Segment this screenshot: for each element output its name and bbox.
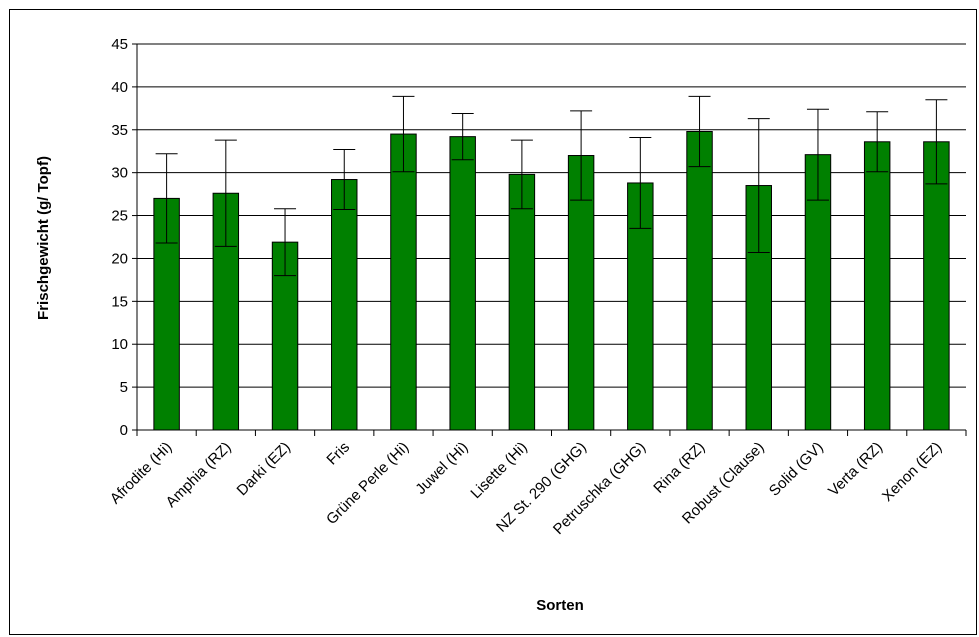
y-tick-label: 15 [111,293,128,310]
x-tick-label: Lisette (Hi) [467,439,530,502]
x-tick-label: Xenon (EZ) [879,439,945,505]
bar [390,133,417,431]
y-tick-label: 5 [120,379,128,396]
bars [153,130,950,431]
x-axis-title: Sorten [536,597,584,614]
bar [923,141,950,431]
y-tick-label: 30 [111,165,128,182]
y-tick-label: 45 [111,36,128,53]
bar [508,173,536,431]
x-tick-label: Darki (EZ) [234,439,294,499]
axes [136,44,966,431]
x-tick-labels: Afrodite (Hi)Amphia (RZ)Darki (EZ) FrisGr… [107,439,945,538]
error-bars [155,95,948,277]
bar [449,136,476,431]
y-tick-label: 0 [120,422,128,439]
y-tick-label: 25 [111,208,128,225]
y-tick-label: 10 [111,336,128,353]
gridlines [132,43,967,436]
bar [567,155,595,431]
y-axis-title: Frischgewicht (g/ Topf) [35,156,52,320]
y-tick-labels: 0 5 10 15 20 25 30 35 40 45 [111,36,128,439]
y-tick-label: 20 [111,250,128,267]
x-tick-label: Juwel (Hi) [412,439,471,498]
bar [686,130,713,431]
y-tick-label: 40 [111,79,128,96]
x-tick-label: Solid (GV) [766,439,827,500]
x-tick-label: Rina (RZ) [650,439,708,497]
bar [863,141,891,431]
y-tick-label: 35 [111,122,128,139]
x-tick-label: Verta (RZ) [825,439,886,500]
x-tick-label: Fris [323,439,353,469]
bar [331,179,358,431]
